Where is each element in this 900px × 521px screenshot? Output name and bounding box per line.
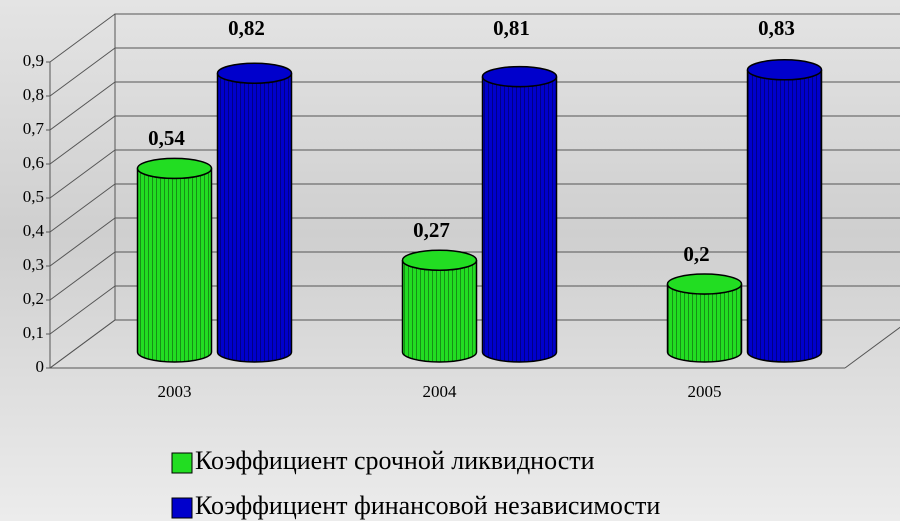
bar-stripes	[403, 260, 477, 362]
bar-top	[218, 63, 292, 83]
value-label: 0,2	[683, 242, 709, 266]
legend-swatch	[172, 453, 192, 473]
value-label: 0,83	[758, 16, 795, 40]
y-tick-label: 0,2	[23, 289, 44, 308]
bar-stripes	[218, 73, 292, 362]
value-label: 0,82	[228, 16, 265, 40]
legend-label: Коэффициент срочной ликвидности	[195, 446, 595, 475]
bar-stripes	[748, 70, 822, 362]
bar-stripes	[483, 77, 557, 362]
value-label: 0,81	[493, 16, 530, 40]
legend-swatch	[172, 498, 192, 518]
y-tick-label: 0,9	[23, 51, 44, 70]
y-tick-label: 0,8	[23, 85, 44, 104]
bar-stripes	[668, 284, 742, 362]
bar-top	[138, 158, 212, 178]
bar-top	[403, 250, 477, 270]
y-tick-label: 0,4	[23, 221, 45, 240]
x-tick-label: 2003	[158, 382, 192, 401]
y-tick-label: 0,5	[23, 187, 44, 206]
legend-label: Коэффициент финансовой независимости	[195, 491, 660, 520]
value-label: 0,27	[413, 218, 450, 242]
bar-top	[748, 60, 822, 80]
y-tick-label: 0,7	[23, 119, 45, 138]
chart: 0 0,1 0,2 0,3 0,4 0,5 0,6 0,7 0,8 0,9 2003 0,54 0,82…	[0, 0, 900, 521]
y-tick-label: 0	[36, 357, 45, 376]
y-tick-label: 0,3	[23, 255, 44, 274]
y-tick-label: 0,6	[23, 153, 44, 172]
bar-top	[483, 67, 557, 87]
x-tick-label: 2004	[423, 382, 458, 401]
x-tick-label: 2005	[688, 382, 722, 401]
bar-stripes	[138, 168, 212, 362]
bar-top	[668, 274, 742, 294]
value-label: 0,54	[148, 126, 185, 150]
y-tick-label: 0,1	[23, 323, 44, 342]
